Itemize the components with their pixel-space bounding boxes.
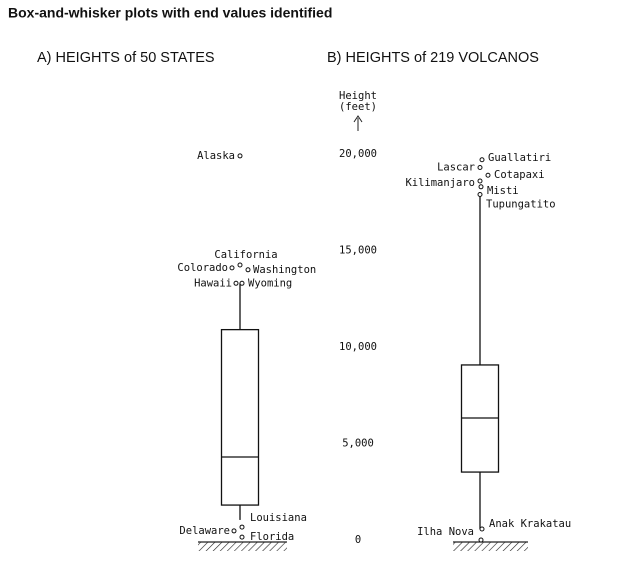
- y-tick-label: 10,000: [339, 341, 377, 353]
- point: [229, 265, 235, 271]
- y-axis-label: (feet): [339, 101, 377, 113]
- point: [477, 165, 483, 171]
- point: [478, 537, 484, 543]
- point-label: Tupungatito: [486, 199, 556, 211]
- point-label: Ilha Nova: [417, 526, 474, 538]
- point-label: Colorado: [177, 262, 228, 274]
- point-label: Louisiana: [250, 512, 307, 524]
- point-label: Misti: [487, 185, 519, 197]
- axis-arrow-head: [353, 115, 363, 123]
- panel-title: A) HEIGHTS of 50 STATES: [37, 50, 215, 66]
- panel-title: B) HEIGHTS of 219 VOLCANOS: [327, 50, 539, 66]
- ground-hatch: [453, 542, 528, 551]
- point-label: Guallatiri: [488, 152, 551, 164]
- point-label: California: [214, 249, 277, 261]
- point-label: Lascar: [437, 162, 475, 174]
- point-label: Kilimanjaro: [405, 177, 475, 189]
- point-label: Anak Krakatau: [489, 518, 571, 530]
- point: [233, 280, 239, 286]
- point: [477, 192, 483, 198]
- point-label: Florida: [250, 531, 294, 543]
- y-tick-label: 0: [355, 534, 361, 546]
- box: [220, 328, 260, 506]
- page-title: Box-and-whisker plots with end values id…: [8, 5, 332, 21]
- point: [239, 280, 245, 286]
- point-label: Hawaii: [194, 277, 232, 289]
- point-label: Cotapaxi: [494, 169, 545, 181]
- point-label: Delaware: [179, 525, 230, 537]
- point: [485, 172, 491, 178]
- point: [239, 524, 245, 530]
- point: [239, 534, 245, 540]
- point-label: Wyoming: [248, 277, 292, 289]
- y-axis-label: Height: [339, 90, 377, 102]
- point: [237, 262, 243, 268]
- ground-hatch: [198, 542, 287, 551]
- point: [479, 157, 485, 163]
- point: [478, 184, 484, 190]
- point-label: Alaska: [197, 150, 235, 162]
- y-tick-label: 20,000: [339, 148, 377, 160]
- point: [245, 267, 251, 273]
- point: [477, 178, 483, 184]
- point: [237, 153, 243, 159]
- y-tick-label: 5,000: [342, 438, 374, 450]
- point: [231, 528, 237, 534]
- point: [479, 526, 485, 532]
- point-label: Washington: [253, 264, 316, 276]
- y-tick-label: 15,000: [339, 245, 377, 257]
